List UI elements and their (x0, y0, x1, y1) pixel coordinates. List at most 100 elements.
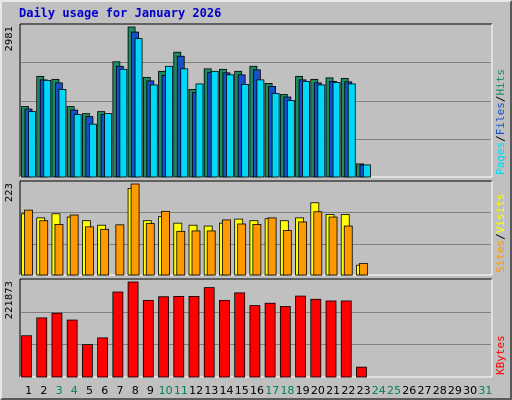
bar-requests-pages-day-13 (210, 70, 219, 178)
bar-kbytes-kbytes-day-17 (264, 302, 276, 378)
y-max-label-kbytes: 221873 (4, 281, 15, 319)
bar-visits-sites-day-10 (161, 210, 170, 276)
bar-kbytes-kbytes-day-5 (82, 344, 93, 378)
bar-visits-sites-day-12 (191, 230, 201, 276)
day-label-25: 25 (387, 384, 401, 397)
bar-visits-sites-day-5 (85, 226, 94, 276)
bar-kbytes-kbytes-day-22 (340, 300, 352, 378)
bar-visits-sites-day-6 (100, 228, 110, 276)
bar-visits-sites-day-19 (298, 221, 307, 276)
bar-kbytes-kbytes-day-19 (295, 295, 306, 378)
day-label-20: 20 (311, 384, 325, 397)
legend-visits: Sites/Visits (494, 194, 507, 274)
day-label-22: 22 (341, 384, 355, 397)
legend-entry-pages: Pages (494, 142, 507, 175)
bar-kbytes-kbytes-day-23 (356, 366, 367, 378)
day-label-4: 4 (71, 384, 78, 397)
bar-visits-sites-day-8 (130, 183, 140, 276)
bar-visits-sites-day-16 (252, 223, 262, 276)
bar-requests-pages-day-20 (317, 84, 326, 178)
bar-visits-sites-day-22 (343, 225, 353, 276)
bar-requests-pages-day-9 (149, 84, 158, 178)
bar-kbytes-kbytes-day-15 (234, 292, 246, 378)
bar-visits-sites-day-18 (282, 230, 292, 276)
bar-kbytes-kbytes-day-14 (219, 299, 230, 378)
bar-kbytes-kbytes-day-2 (36, 317, 48, 378)
day-label-19: 19 (296, 384, 310, 397)
legend-entry-visits: Visits (494, 194, 507, 234)
bar-requests-pages-day-12 (195, 83, 204, 178)
legend-entry-kbytes: KBytes (494, 335, 507, 375)
day-label-9: 9 (147, 384, 154, 397)
day-label-2: 2 (40, 384, 47, 397)
bar-visits-sites-day-4 (69, 214, 79, 276)
bar-requests-pages-day-3 (58, 89, 67, 178)
bar-requests-pages-day-22 (347, 83, 356, 178)
bar-requests-pages-day-16 (256, 79, 265, 178)
legend-entry-separator: / (494, 96, 507, 103)
legend-entry-files: Files (494, 102, 507, 135)
bar-requests-pages-day-17 (271, 93, 280, 178)
day-label-10: 10 (159, 384, 173, 397)
legend-entry-separator: / (494, 233, 507, 240)
day-label-21: 21 (326, 384, 340, 397)
bar-kbytes-kbytes-day-1 (21, 335, 32, 378)
bar-requests-pages-day-5 (89, 123, 97, 178)
bar-kbytes-kbytes-day-18 (279, 306, 291, 378)
day-label-31: 31 (478, 384, 492, 397)
day-label-12: 12 (189, 384, 203, 397)
bar-requests-pages-day-4 (73, 114, 82, 178)
bar-visits-sites-day-1 (24, 209, 33, 276)
day-label-13: 13 (204, 384, 218, 397)
bar-visits-sites-day-9 (145, 223, 155, 276)
bar-kbytes-kbytes-day-10 (158, 296, 169, 378)
bar-requests-pages-day-18 (286, 100, 295, 178)
bar-requests-pages-day-7 (119, 68, 128, 178)
day-label-8: 8 (132, 384, 139, 397)
day-label-3: 3 (56, 384, 63, 397)
day-label-27: 27 (417, 384, 431, 397)
day-label-23: 23 (357, 384, 371, 397)
bar-visits-sites-day-17 (267, 217, 277, 276)
bar-requests-pages-day-21 (332, 82, 341, 178)
bar-requests-pages-day-15 (241, 84, 250, 178)
day-label-7: 7 (116, 384, 123, 397)
bar-visits-sites-day-14 (222, 219, 231, 276)
day-label-28: 28 (433, 384, 447, 397)
bar-visits-sites-day-2 (39, 220, 49, 276)
bar-visits-sites-day-13 (206, 230, 216, 276)
bar-visits-sites-day-20 (313, 211, 323, 276)
bar-kbytes-kbytes-day-12 (188, 296, 200, 378)
bar-visits-sites-day-7 (115, 224, 125, 276)
day-label-1: 1 (25, 384, 32, 397)
day-label-6: 6 (101, 384, 108, 397)
legend-requests: Pages/Files/Hits (494, 69, 507, 175)
bar-kbytes-kbytes-day-21 (325, 300, 337, 378)
day-label-26: 26 (402, 384, 416, 397)
day-label-18: 18 (280, 384, 294, 397)
bar-kbytes-kbytes-day-9 (142, 299, 154, 378)
bar-requests-pages-day-11 (180, 68, 189, 178)
day-label-24: 24 (372, 384, 386, 397)
y-max-label-visits: 223 (4, 183, 15, 202)
bar-requests-pages-day-2 (43, 79, 52, 178)
bar-requests-pages-day-14 (226, 74, 234, 178)
day-label-14: 14 (220, 384, 234, 397)
chart-title: Daily usage for January 2026 (19, 6, 222, 20)
bar-visits-sites-day-21 (328, 216, 338, 276)
y-max-label-requests: 2981 (4, 26, 15, 51)
legend-entry-separator: / (494, 135, 507, 142)
bar-kbytes-kbytes-day-3 (51, 312, 63, 378)
bar-requests-pages-day-23 (363, 164, 371, 178)
day-label-29: 29 (448, 384, 462, 397)
bar-kbytes-kbytes-day-7 (112, 291, 124, 378)
bar-requests-pages-day-1 (28, 111, 36, 178)
bar-requests-pages-day-19 (302, 80, 310, 178)
day-label-16: 16 (250, 384, 264, 397)
bar-requests-pages-day-10 (165, 65, 173, 178)
bar-visits-sites-day-15 (237, 223, 247, 276)
bar-kbytes-kbytes-day-8 (127, 281, 139, 378)
bar-visits-sites-day-3 (54, 223, 64, 276)
legend-kbytes: KBytes (494, 335, 507, 375)
